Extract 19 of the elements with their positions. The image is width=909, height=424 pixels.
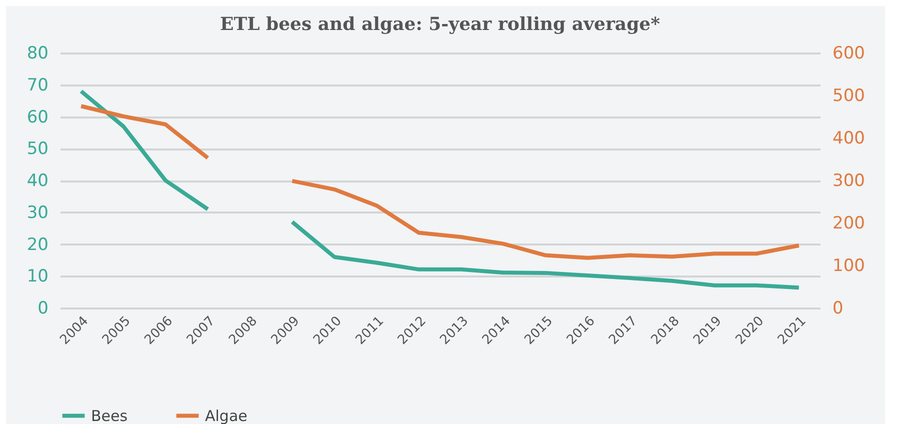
- y-tick-label: 70: [26, 75, 48, 96]
- y-tick-label: 50: [26, 139, 48, 160]
- y2-tick-label: 500: [832, 86, 865, 106]
- y2-tick-label: 100: [832, 256, 865, 276]
- y2-tick-label: 600: [832, 44, 865, 64]
- y2-tick-label: 400: [832, 128, 865, 148]
- y-tick-label: 20: [26, 234, 48, 255]
- y-tick-label: 10: [26, 266, 48, 287]
- y-tick-label: 80: [26, 44, 48, 64]
- y-tick-label: 0: [38, 298, 48, 318]
- y-tick-label: 40: [26, 171, 48, 191]
- y2-tick-label: 0: [832, 298, 844, 318]
- y-tick-label: 60: [26, 107, 48, 128]
- legend-label: Bees: [91, 406, 128, 424]
- y-tick-label: 30: [26, 202, 48, 223]
- y2-tick-label: 200: [832, 214, 865, 234]
- legend-label: Algae: [205, 406, 248, 424]
- chart-title: ETL bees and algae: 5-year rolling average*: [220, 14, 661, 35]
- y2-tick-label: 300: [832, 171, 865, 191]
